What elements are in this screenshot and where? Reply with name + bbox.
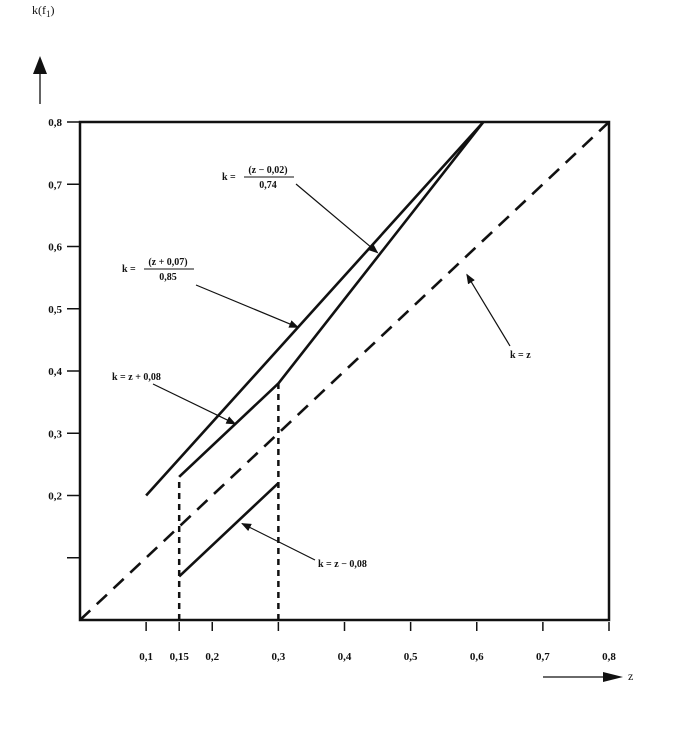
y-axis-title: k(f1) xyxy=(32,3,55,19)
x-axis-arrowhead xyxy=(603,672,623,682)
plot-frame xyxy=(78,120,611,622)
annotation-arrow xyxy=(152,383,237,425)
series-line-k-eq-z-plus-0.08 xyxy=(178,382,280,478)
x-tick-label: 0,2 xyxy=(205,651,219,663)
series-line-k-eq-z xyxy=(79,121,610,621)
x-tick-label: 0,15 xyxy=(170,651,190,663)
annotation-label: k = z + 0,08 xyxy=(112,372,161,383)
y-tick-label: 0,3 xyxy=(48,428,62,440)
annotation-denominator: 0,85 xyxy=(159,272,177,283)
annotation-arrow xyxy=(466,273,511,347)
annotation-label: k = xyxy=(122,264,136,275)
x-tick-label: 0,1 xyxy=(139,651,153,663)
annotation-layer: k = z − 0,08 k = z + 0,08 k = z k = (z + 0,0… xyxy=(112,165,531,570)
y-tick-label: 0,6 xyxy=(48,242,62,254)
y-tick-label: 0,7 xyxy=(48,179,62,191)
x-tick-label: 0,4 xyxy=(338,651,352,663)
x-tick-label: 0,3 xyxy=(272,651,286,663)
annotation-label: k = z xyxy=(510,350,531,361)
annotation-label: k = xyxy=(222,172,236,183)
x-axis-title: z xyxy=(628,669,633,683)
ticks-layer: 0,1 0,15 0,2 0,3 0,4 0,5 0,6 0,7 0,8 0,2 0,3 0,4 0,5… xyxy=(48,117,616,663)
series-line-k-eq-z-plus-0.07-over-0.85 xyxy=(145,121,485,497)
y-tick-label: 0,2 xyxy=(48,491,62,503)
y-tick-label: 0,8 xyxy=(48,117,62,129)
series-line-k-eq-z-minus-0.02-over-0.74 xyxy=(277,121,485,385)
x-tick-label: 0,8 xyxy=(602,651,616,663)
series-layer xyxy=(79,121,610,621)
annotation-arrow xyxy=(195,284,300,328)
x-tick-label: 0,7 xyxy=(536,651,550,663)
y-tick-label: 0,4 xyxy=(48,366,62,378)
x-tick-label: 0,5 xyxy=(404,651,418,663)
series-line-k-eq-z-minus-0.08 xyxy=(178,482,280,578)
annotation-label: k = z − 0,08 xyxy=(318,559,367,570)
annotation-arrow xyxy=(241,522,316,561)
y-tick-label: 0,5 xyxy=(48,304,62,316)
y-axis-arrowhead xyxy=(33,56,47,74)
annotation-numerator: (z − 0,02) xyxy=(248,165,287,176)
annotation-denominator: 0,74 xyxy=(259,180,277,191)
annotation-numerator: (z + 0,07) xyxy=(148,257,187,268)
x-tick-label: 0,6 xyxy=(470,651,484,663)
annotation-arrow xyxy=(295,183,379,254)
